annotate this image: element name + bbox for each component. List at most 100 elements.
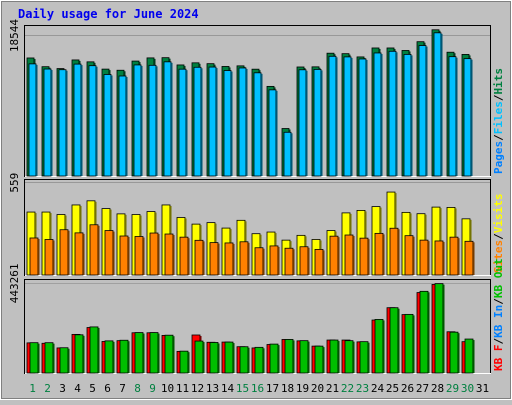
bar-files-day-29-edge	[456, 57, 458, 176]
bar-files-day-13-edge	[216, 68, 218, 176]
bar-files-day-24-edge	[381, 53, 383, 176]
x-tick-label-day-15: 15	[236, 382, 249, 395]
bar-files-day-28	[433, 32, 442, 177]
bar-kb-out-day-24	[374, 319, 384, 374]
bar-sites-day-5	[89, 224, 99, 276]
bar-kb-out-day-21-edge	[338, 341, 340, 373]
legend-separator: /	[492, 338, 505, 345]
bar-kb-out-day-22	[344, 340, 354, 374]
bar-files-day-27-edge	[426, 46, 428, 176]
bar-files-day-13	[208, 66, 217, 177]
bar-files-day-6-edge	[111, 75, 113, 176]
x-tick-label-day-20: 20	[311, 382, 324, 395]
bar-kb-out-day-24-edge	[383, 320, 385, 373]
x-tick-label-day-3: 3	[59, 382, 66, 395]
bar-sites-day-29	[449, 236, 459, 276]
panel-top-legend: Pages/Files/Hits	[492, 68, 505, 174]
bar-files-day-14-edge	[231, 71, 233, 176]
bar-kb-out-day-14	[224, 341, 234, 374]
bar-sites-day-11-edge	[188, 238, 190, 275]
x-tick-label-day-19: 19	[296, 382, 309, 395]
bar-kb-out-day-3	[59, 347, 69, 374]
x-tick-label-day-24: 24	[371, 382, 385, 395]
bar-files-day-9	[148, 64, 157, 177]
bar-kb-out-day-16-edge	[263, 348, 265, 373]
bar-sites-day-24	[374, 232, 384, 276]
panel-middle-legend: Sites/Visits	[492, 194, 505, 274]
bar-files-day-3	[58, 69, 67, 177]
bar-sites-day-26-edge	[413, 236, 415, 275]
bar-sites-day-21	[329, 235, 339, 276]
x-tick-label-day-14: 14	[221, 382, 235, 395]
bar-kb-out-day-6	[104, 340, 114, 374]
x-tick-label-day-1: 1	[29, 382, 36, 395]
x-tick-label-day-13: 13	[206, 382, 219, 395]
bar-files-day-6	[103, 74, 112, 177]
bar-kb-out-day-12	[194, 340, 204, 374]
bar-sites-day-12	[194, 239, 204, 276]
bar-sites-day-9	[149, 232, 159, 276]
x-tick-label-day-5: 5	[89, 382, 96, 395]
bar-files-day-20	[313, 69, 322, 177]
x-tick-label-day-2: 2	[44, 382, 51, 395]
bar-kb-out-day-16	[254, 346, 264, 374]
bar-kb-out-day-14-edge	[233, 343, 235, 373]
bar-sites-day-17	[269, 245, 279, 276]
x-tick-label-day-6: 6	[104, 382, 111, 395]
legend-pages: Pages	[492, 141, 505, 174]
bar-kb-out-day-13	[209, 342, 219, 374]
bar-files-day-30-edge	[471, 59, 473, 176]
bar-files-day-10	[163, 61, 172, 177]
bar-kb-out-day-4	[74, 334, 84, 374]
bar-files-day-15	[238, 67, 247, 177]
bar-files-day-23	[358, 58, 367, 177]
bar-kb-out-day-15-edge	[248, 347, 250, 373]
bar-kb-out-day-19-edge	[308, 341, 310, 373]
bar-kb-out-day-12-edge	[203, 342, 205, 373]
bar-files-day-8-edge	[141, 65, 143, 176]
bar-sites-day-13	[209, 242, 219, 276]
bar-files-day-3-edge	[66, 70, 68, 176]
bar-kb-out-day-17	[269, 343, 279, 374]
bar-sites-day-28	[434, 240, 444, 276]
bar-sites-day-19-edge	[308, 247, 310, 275]
x-tick-label-day-31: 31	[476, 382, 489, 395]
bar-kb-out-day-20-edge	[323, 347, 325, 373]
bar-sites-day-30-edge	[473, 242, 475, 275]
bar-kb-out-day-4-edge	[83, 335, 85, 373]
bar-files-day-8	[133, 64, 142, 177]
bar-files-day-12	[193, 66, 202, 177]
bar-files-day-21	[328, 55, 337, 177]
bar-sites-day-20-edge	[323, 250, 325, 275]
bar-files-day-20-edge	[321, 70, 323, 176]
bar-kb-out-day-25-edge	[398, 308, 400, 373]
bar-files-day-10-edge	[171, 62, 173, 177]
bar-sites-day-8-edge	[143, 237, 145, 275]
bar-kb-out-day-7-edge	[128, 341, 130, 373]
x-tick-label-day-9: 9	[149, 382, 156, 395]
bar-kb-out-day-22-edge	[353, 341, 355, 373]
bar-sites-day-20	[314, 248, 324, 276]
bar-files-day-1-edge	[36, 64, 38, 176]
bar-kb-out-day-23	[359, 341, 369, 374]
bar-sites-day-2	[44, 239, 54, 276]
bar-kb-out-day-20	[314, 345, 324, 374]
bar-kb-out-day-30	[464, 338, 474, 374]
x-tick-label-day-18: 18	[281, 382, 294, 395]
bar-files-day-2	[43, 68, 52, 177]
panel-bottom-y-tick-label: 443261	[8, 264, 21, 304]
bar-sites-day-4-edge	[83, 233, 85, 275]
bar-sites-day-1-edge	[38, 238, 40, 275]
panel-middle-y-tick-label: 559	[8, 173, 21, 193]
legend-visits: Visits	[492, 194, 505, 234]
bar-kb-out-day-17-edge	[278, 345, 280, 373]
bar-files-day-4-edge	[81, 65, 83, 176]
bar-sites-day-21-edge	[338, 237, 340, 275]
bar-files-day-12-edge	[201, 68, 203, 176]
bar-kb-out-day-10	[164, 334, 174, 374]
bar-sites-day-25	[389, 227, 399, 276]
bar-files-day-19	[298, 69, 307, 177]
legend-separator: /	[492, 298, 505, 305]
